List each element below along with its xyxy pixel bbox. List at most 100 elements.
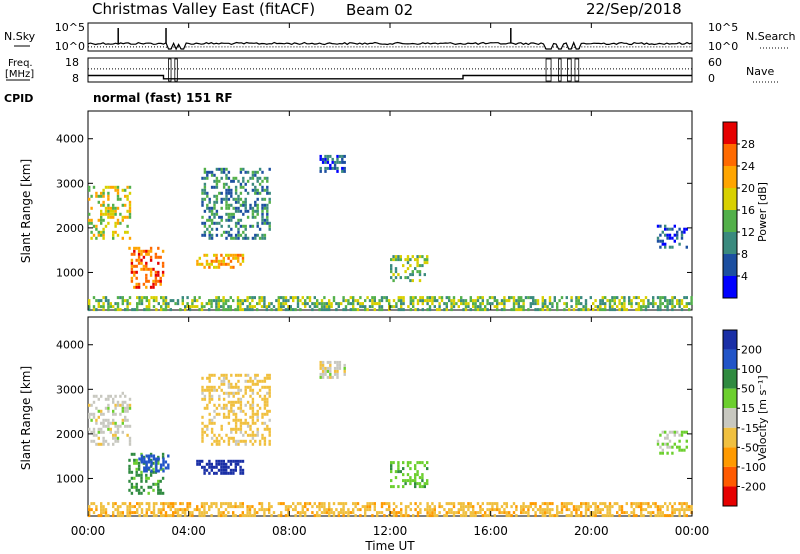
heat-cell-4 [242,433,245,437]
heat-cell-7 [342,505,345,509]
heat-cell-7 [661,511,664,515]
heat-cell-6 [236,299,240,303]
heat-cell-2 [198,262,201,266]
heat-cell-3 [208,218,211,222]
heat-cell-7 [496,505,499,509]
heat-cell-0 [107,394,110,398]
heat-cell-4 [249,433,252,437]
heat-cell-0 [119,424,122,428]
heat-cell-0 [90,439,93,443]
heat-cell-4 [213,373,216,377]
heat-cell-6 [652,296,655,300]
heat-cell-7 [654,502,657,506]
heat-cell-4 [201,376,204,380]
heat-cell-1 [130,482,134,486]
heat-cell-3 [239,182,243,186]
heat-cell-6 [484,308,487,312]
heat-cell-7 [265,508,268,512]
heat-cell-7 [359,508,362,512]
heat-cell-1 [152,488,155,492]
heat-cell-7 [678,502,681,506]
heat-cell-7 [313,514,316,518]
heat-cell-4 [263,403,267,407]
heat-cell-0 [128,209,132,213]
heat-cell-6 [659,299,662,303]
heat-cell-7 [220,502,223,506]
heat-cell-6 [659,308,662,312]
heat-cell-6 [642,302,645,306]
heat-cell-6 [152,299,156,303]
heat-cell-7 [200,511,204,515]
heat-cell-3 [206,176,209,180]
heat-cell-4 [201,421,204,425]
heat-cell-6 [380,296,384,300]
heat-cell-0 [102,412,105,416]
heat-cell-1 [128,464,131,468]
heat-cell-6 [438,302,441,306]
heat-cell-6 [344,299,348,303]
heat-cell-7 [337,511,340,515]
heat-cell-0 [100,394,103,398]
heat-cell-3 [220,191,223,195]
heat-cell-1 [157,479,160,483]
heat-cell-7 [181,511,184,515]
heat-cell-2 [164,466,168,470]
heat-cell-6 [520,308,523,312]
heat-cell-6 [481,308,484,312]
heat-cell-7 [426,502,429,506]
heat-cell-3 [242,236,245,240]
heat-cell-6 [294,308,297,312]
heat-cell-2 [147,457,151,461]
heat-cell-3 [203,230,207,234]
heat-cell-6 [414,485,417,489]
heat-cell-3 [222,465,225,469]
freq-label-line2: [MHz] [5,69,34,80]
heat-cell-0 [126,403,129,407]
heat-cell-6 [308,305,312,309]
heat-cell-4 [246,385,250,389]
heat-cell-7 [632,508,636,512]
heat-cell-4 [230,436,233,440]
heat-cell-6 [455,302,458,306]
heat-cell-1 [149,249,153,253]
heat-cell-1 [157,246,160,250]
heat-cell-3 [225,236,228,240]
heat-cell-7 [224,508,228,512]
heat-cell-6 [575,296,578,300]
heat-cell-6 [193,299,196,303]
heat-cell-0 [121,403,124,407]
heat-cell-6 [661,302,664,306]
heat-cell-6 [688,308,691,312]
heat-cell-4 [201,388,204,392]
heat-cell-4 [239,400,243,404]
heat-cell-7 [162,502,165,506]
heat-cell-4 [213,388,216,392]
heat-cell-3 [237,236,240,240]
heat-cell-3 [244,203,247,207]
heat-cell-7 [347,508,350,512]
heat-cell-4 [234,424,238,428]
heat-cell-6 [570,299,573,303]
heat-cell-7 [328,514,331,518]
heat-cell-1 [140,476,143,480]
heat-cell-6 [546,308,549,312]
heat-cell-3 [263,188,267,192]
heat-cell-7 [635,502,638,506]
heat-cell-3 [261,185,264,189]
heat-cell-4 [324,169,327,173]
heat-cell-7 [568,508,571,512]
heat-cell-6 [635,302,638,306]
heat-cell-7 [152,505,156,509]
heat-cell-2 [143,469,146,473]
heat-cell-3 [256,188,259,192]
heat-cell-5 [394,267,398,271]
heat-cell-7 [179,514,182,518]
heat-cell-4 [218,433,221,437]
heat-cell-3 [203,233,207,237]
heat-cell-3 [222,459,225,463]
heat-cell-0 [97,218,100,222]
heat-cell-6 [464,299,468,303]
heat-cell-0 [102,233,105,237]
heat-cell-2 [232,256,235,260]
heat-cell-7 [505,502,508,506]
